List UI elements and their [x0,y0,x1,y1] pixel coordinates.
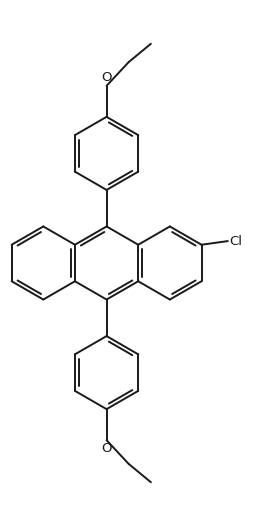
Text: O: O [101,71,112,84]
Text: Cl: Cl [230,235,243,248]
Text: O: O [101,442,112,455]
